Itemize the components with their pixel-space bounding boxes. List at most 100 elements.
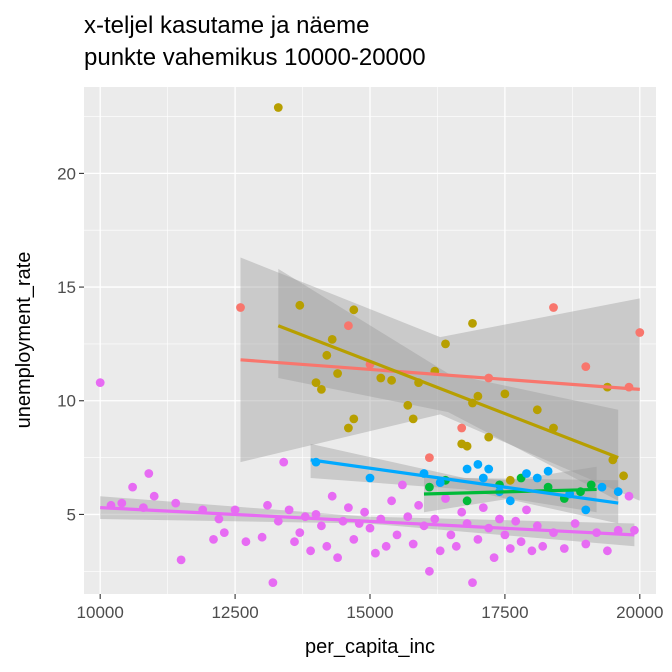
point-4-58 [489, 553, 499, 562]
point-4-31 [344, 503, 353, 512]
point-4-76 [630, 525, 639, 535]
point-4-55 [473, 535, 483, 544]
point-4-19 [279, 457, 289, 467]
point-0-1 [344, 321, 353, 331]
point-0-4 [457, 423, 467, 433]
point-3-16 [613, 487, 623, 497]
point-1-6 [333, 369, 342, 378]
point-3-4 [462, 464, 472, 474]
point-4-27 [322, 541, 332, 551]
point-1-18 [462, 441, 472, 451]
y-tick-label-1: 10 [57, 392, 76, 411]
point-4-42 [403, 512, 413, 522]
point-4-28 [327, 491, 337, 501]
point-4-50 [446, 530, 456, 540]
point-4-17 [268, 578, 278, 587]
x-tick-label-1: 12500 [211, 603, 258, 622]
point-4-10 [209, 535, 218, 544]
point-1-1 [295, 300, 305, 310]
point-1-11 [387, 375, 396, 385]
point-4-67 [538, 541, 548, 551]
x-axis-title: per_capita_inc [305, 636, 435, 658]
point-4-8 [176, 555, 186, 565]
point-4-51 [451, 541, 461, 551]
confidence-band-0 [240, 257, 640, 501]
y-tick-label-0: 5 [67, 505, 76, 524]
point-1-8 [349, 305, 359, 315]
chart-title-line-2: punkte vahemikus 10000-20000 [84, 44, 426, 71]
point-4-26 [317, 521, 326, 531]
x-tick-label-2: 15000 [346, 603, 393, 622]
point-3-7 [484, 464, 494, 474]
fit-line-0 [240, 358, 640, 391]
point-4-71 [581, 539, 591, 549]
point-4-16 [263, 500, 272, 510]
point-1-12 [403, 400, 413, 410]
point-4-12 [219, 528, 229, 537]
point-4-75 [624, 491, 634, 501]
point-4-69 [559, 544, 569, 553]
point-4-63 [516, 537, 526, 547]
point-1-23 [500, 389, 510, 399]
point-0-6 [549, 303, 558, 312]
point-4-34 [360, 507, 369, 517]
point-1-7 [344, 423, 353, 433]
point-4-25 [311, 510, 321, 519]
point-1-5 [327, 335, 337, 344]
point-4-22 [295, 528, 305, 537]
point-3-6 [478, 473, 488, 483]
point-4-29 [333, 553, 342, 562]
y-tick-label-3: 20 [57, 164, 76, 183]
x-tick-label-3: 17500 [481, 603, 528, 622]
point-4-52 [457, 507, 467, 517]
x-tick-label-4: 20000 [616, 603, 663, 622]
point-4-40 [392, 530, 402, 540]
chart-title-line-1: x-teljel kasutame ja näeme [84, 12, 370, 39]
point-4-70 [570, 519, 580, 528]
confidence-band-1 [278, 268, 619, 501]
point-4-3 [128, 482, 138, 492]
fit-line-1 [277, 324, 619, 460]
point-3-10 [522, 469, 531, 478]
x-tick-label-0: 10000 [77, 603, 124, 622]
point-0-0 [236, 303, 245, 312]
point-3-14 [581, 505, 591, 515]
point-4-48 [435, 546, 445, 556]
point-4-39 [387, 496, 396, 506]
point-1-16 [441, 339, 450, 349]
point-3-5 [473, 460, 483, 469]
fit-line-3 [310, 458, 619, 505]
point-4-7 [171, 498, 181, 508]
point-1-21 [473, 391, 483, 401]
point-4-13 [230, 505, 240, 515]
point-4-41 [398, 480, 407, 490]
point-4-62 [511, 516, 521, 526]
point-2-8 [586, 480, 596, 490]
point-4-0 [95, 378, 105, 387]
point-1-3 [317, 385, 326, 394]
point-1-0 [273, 103, 283, 112]
point-4-38 [381, 541, 391, 551]
point-3-9 [505, 496, 515, 506]
point-0-3 [425, 453, 434, 462]
point-0-9 [635, 328, 645, 337]
grid-major [84, 87, 656, 594]
point-4-24 [306, 546, 315, 556]
point-4-2 [117, 498, 127, 508]
point-3-15 [597, 482, 607, 492]
point-1-24 [505, 475, 515, 485]
point-4-6 [149, 491, 159, 501]
point-4-56 [478, 503, 488, 512]
point-1-2 [311, 378, 321, 387]
point-4-49 [441, 494, 450, 503]
point-4-43 [408, 539, 418, 549]
point-4-73 [603, 546, 612, 556]
point-4-5 [144, 469, 154, 478]
fit-line-2 [423, 487, 597, 496]
point-3-1 [365, 473, 375, 483]
point-3-12 [543, 466, 553, 476]
point-4-32 [349, 535, 359, 544]
point-4-54 [468, 578, 477, 587]
point-4-60 [500, 530, 510, 540]
point-4-65 [527, 546, 537, 556]
